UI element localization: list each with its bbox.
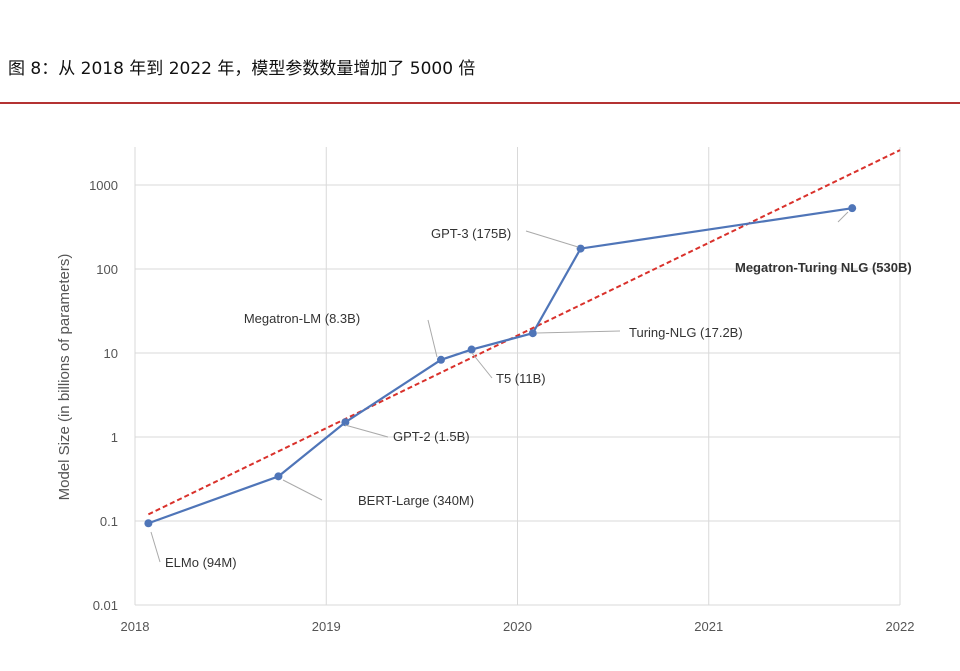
data-label-3: Megatron-LM (8.3B) [244, 311, 360, 326]
leader-line-0 [150, 531, 161, 563]
series-group [144, 204, 857, 528]
annotation-group: ELMo (94M) BERT-Large (340M) GPT-2 (1.5B) M… [150, 211, 912, 570]
leader-line-7 [837, 211, 849, 223]
axis-ticks: 2018 2019 2020 2021 2022 1000 100 10 1 0.1 0.01 [89, 178, 914, 634]
data-label-5: Turing-NLG (17.2B) [629, 325, 743, 340]
data-point-3 [437, 355, 445, 364]
y-tick-label-1: 1 [111, 430, 118, 445]
data-label-6: GPT-3 (175B) [431, 226, 511, 241]
y-tick-label-10: 10 [104, 346, 118, 361]
data-label-1: BERT-Large (340M) [358, 493, 474, 508]
leader-line-6 [525, 230, 579, 248]
y-tick-label-1000: 1000 [89, 178, 118, 193]
leader-line-4 [471, 352, 493, 379]
x-tick-label-2020: 2020 [503, 619, 532, 634]
data-label-4: T5 (11B) [496, 371, 546, 386]
data-label-7: Megatron-Turing NLG (530B) [735, 260, 912, 275]
data-point-5 [528, 329, 537, 338]
x-tick-label-2018: 2018 [121, 619, 150, 634]
leader-line-3 [427, 319, 438, 358]
chart-grid [134, 147, 901, 606]
x-tick-label-2019: 2019 [312, 619, 341, 634]
x-tick-label-2022: 2022 [886, 619, 915, 634]
y-tick-label-100: 100 [96, 262, 118, 277]
data-point-4 [467, 345, 476, 354]
data-label-2: GPT-2 (1.5B) [393, 429, 470, 444]
data-point-6 [576, 244, 585, 253]
figure-title: 图 8：从 2018 年到 2022 年，模型参数数量增加了 5000 倍 [8, 59, 476, 79]
leader-line-2 [344, 424, 389, 438]
data-point-1 [274, 472, 283, 481]
data-label-0: ELMo (94M) [165, 555, 237, 570]
title-divider [0, 102, 960, 104]
trend-line [147, 149, 901, 516]
trend-line-group [147, 149, 901, 516]
data-point-7 [848, 204, 857, 213]
y-tick-label-0.01: 0.01 [93, 598, 118, 613]
leader-line-5 [536, 330, 621, 334]
series-line [148, 207, 853, 525]
x-tick-label-2021: 2021 [694, 619, 723, 634]
leader-line-1 [282, 479, 323, 501]
data-point-2 [341, 418, 350, 427]
y-tick-label-0.1: 0.1 [100, 514, 118, 529]
data-point-0 [144, 519, 153, 528]
y-axis-label: Model Size (in billions of parameters) [56, 254, 73, 501]
